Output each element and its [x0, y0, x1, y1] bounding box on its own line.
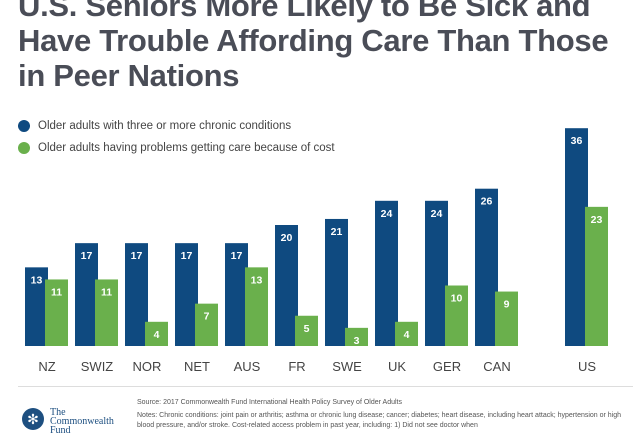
data-label: 26 [481, 196, 493, 208]
data-label: 5 [304, 323, 310, 335]
x-tick-label: CAN [483, 359, 510, 374]
data-label: 36 [571, 135, 583, 147]
data-label: 7 [204, 311, 210, 323]
data-label: 13 [31, 274, 43, 286]
bar-chronic [565, 128, 588, 346]
x-tick-label: NOR [133, 359, 162, 374]
legend-item-cost: Older adults having problems getting car… [18, 142, 335, 154]
data-label: 20 [281, 232, 293, 244]
data-label: 24 [381, 208, 393, 220]
legend-label: Older adults having problems getting car… [38, 142, 335, 154]
bar-cost [445, 285, 468, 346]
bar-chronic [175, 243, 198, 346]
data-label: 17 [131, 250, 143, 262]
bar-cost [95, 279, 118, 346]
divider [18, 386, 633, 387]
bar-cost [345, 327, 368, 346]
bar-chronic [275, 225, 298, 346]
legend-swatch [18, 120, 30, 132]
bar-chronic [325, 218, 348, 346]
bar-cost [295, 315, 318, 346]
bar-chronic [25, 267, 48, 346]
chart-title: U.S. Seniors More Likely to Be Sick and … [18, 0, 609, 93]
bar-chronic [125, 243, 148, 346]
data-label: 10 [451, 293, 463, 305]
bar-chronic [225, 243, 248, 346]
legend-item-chronic: Older adults with three or more chronic … [18, 120, 291, 132]
x-tick-label: SWIZ [81, 359, 114, 374]
bar-cost [195, 303, 218, 346]
bar-cost [245, 267, 268, 346]
bar-cost [145, 321, 168, 346]
bar-cost [495, 291, 518, 346]
commonwealth-fund-logo: ✻ The Commonwealth Fund [22, 408, 114, 436]
x-tick-label: SWE [332, 359, 362, 374]
data-label: 17 [181, 250, 193, 262]
data-label: 4 [404, 329, 410, 341]
bar-chronic [425, 200, 448, 346]
data-label: 24 [431, 208, 443, 220]
bar-chronic [375, 200, 398, 346]
x-tick-label: US [578, 359, 596, 374]
data-label: 23 [591, 214, 603, 226]
x-tick-label: FR [288, 359, 305, 374]
legend-label: Older adults with three or more chronic … [38, 120, 292, 132]
bar-chronic [475, 188, 498, 346]
data-label: 17 [231, 250, 243, 262]
data-label: 3 [354, 335, 360, 347]
data-label: 9 [504, 299, 510, 311]
data-label: 11 [51, 286, 62, 298]
notes: Notes: Chronic conditions: joint pain or… [137, 412, 622, 429]
bar-cost [395, 321, 418, 346]
x-tick-label: NZ [38, 359, 55, 374]
data-label: 11 [101, 286, 112, 298]
bar-cost [585, 206, 608, 346]
bar-chronic [75, 243, 98, 346]
data-label: 13 [251, 274, 263, 286]
bar-cost [45, 279, 68, 346]
legend-swatch [18, 142, 30, 154]
x-tick-label: UK [388, 359, 406, 374]
source-note: Source: 2017 Commonwealth Fund Internati… [137, 399, 402, 406]
data-label: 4 [154, 329, 160, 341]
x-tick-label: GER [433, 359, 461, 374]
x-tick-label: AUS [234, 359, 261, 374]
x-tick-label: NET [184, 359, 210, 374]
data-label: 17 [81, 250, 93, 262]
data-label: 21 [331, 226, 343, 238]
snowflake-icon: ✻ [22, 408, 44, 430]
